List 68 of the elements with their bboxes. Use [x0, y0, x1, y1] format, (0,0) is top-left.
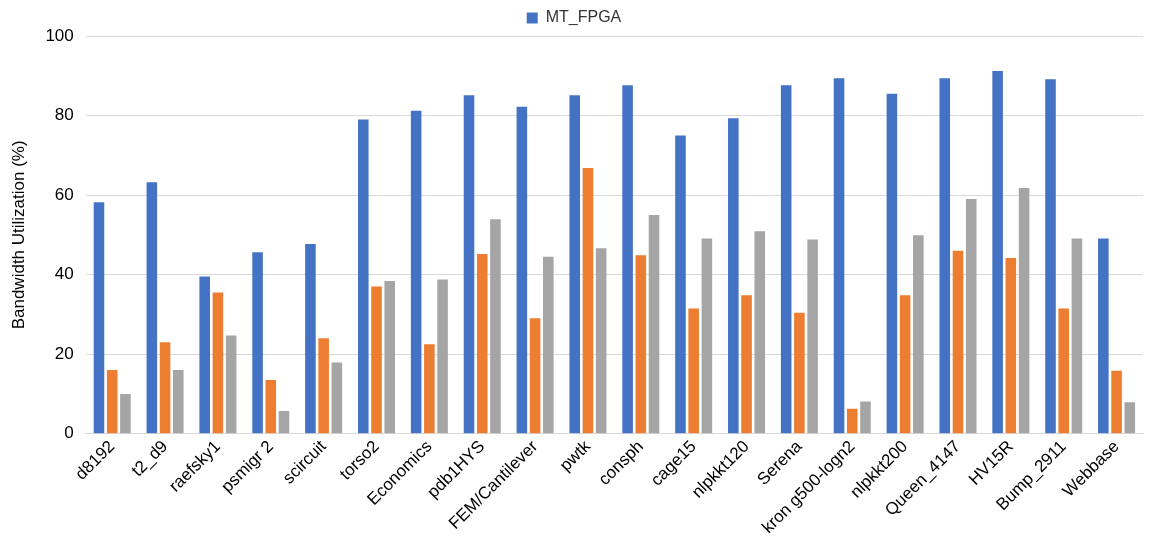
- bar: [794, 312, 805, 434]
- bar: [516, 106, 528, 434]
- bar: [463, 95, 475, 434]
- bar: [846, 408, 858, 434]
- bar: [106, 370, 118, 434]
- y-tick-label: 80: [54, 105, 74, 125]
- legend-label: MT_FPGA: [545, 8, 622, 27]
- bar: [688, 308, 699, 434]
- bar: [424, 344, 435, 434]
- y-tick-label: 100: [45, 25, 74, 45]
- bar: [1111, 370, 1122, 434]
- bar: [1124, 402, 1136, 434]
- bar: [569, 95, 581, 434]
- bar: [358, 119, 369, 434]
- bar: [252, 252, 263, 434]
- y-tick-label: 40: [54, 264, 74, 284]
- bar: [278, 411, 290, 434]
- y-tick-label: 20: [54, 343, 74, 363]
- bar: [807, 239, 818, 434]
- bar: [146, 182, 158, 434]
- bar: [754, 231, 766, 434]
- bar: [159, 342, 171, 434]
- bar: [476, 253, 488, 434]
- bar: [648, 214, 660, 434]
- bar: [675, 135, 686, 434]
- bar: [701, 238, 713, 434]
- bar: [529, 318, 541, 434]
- bar: [437, 279, 448, 434]
- y-tick-label: 60: [54, 184, 74, 204]
- bar: [371, 286, 382, 434]
- bar: [622, 85, 633, 434]
- bar: [913, 235, 924, 434]
- bar: [265, 380, 277, 434]
- bar: [741, 295, 752, 434]
- bar: [543, 256, 554, 434]
- bar: [833, 78, 845, 434]
- bar: [1045, 79, 1056, 434]
- bar: [490, 219, 501, 434]
- bar: [1005, 257, 1017, 434]
- bar: [318, 338, 329, 434]
- bar: [199, 276, 210, 434]
- bar: [635, 255, 647, 434]
- bar: [595, 248, 607, 434]
- bar: [410, 110, 422, 434]
- bar: [1071, 238, 1083, 434]
- bar: [93, 202, 105, 434]
- bar: [582, 168, 594, 434]
- bar: [305, 243, 316, 434]
- bar: [965, 199, 977, 434]
- bar: [992, 71, 1003, 434]
- bar: [939, 78, 951, 434]
- y-axis-title: Bandwidth Utilization (%): [8, 140, 28, 330]
- bar: [952, 250, 964, 434]
- y-tick-label: 0: [64, 423, 74, 443]
- bar: [886, 93, 898, 434]
- bar: [1058, 308, 1069, 434]
- bar: [120, 393, 131, 434]
- bar: [172, 370, 184, 434]
- bar: [860, 401, 871, 434]
- bar: [728, 118, 739, 434]
- bar: [331, 362, 343, 434]
- bar: [384, 280, 396, 434]
- bar: [225, 335, 237, 434]
- bar: [780, 85, 792, 434]
- bar: [899, 295, 911, 434]
- bar: [1098, 238, 1109, 434]
- bar: [1018, 187, 1030, 434]
- bar: [212, 292, 224, 434]
